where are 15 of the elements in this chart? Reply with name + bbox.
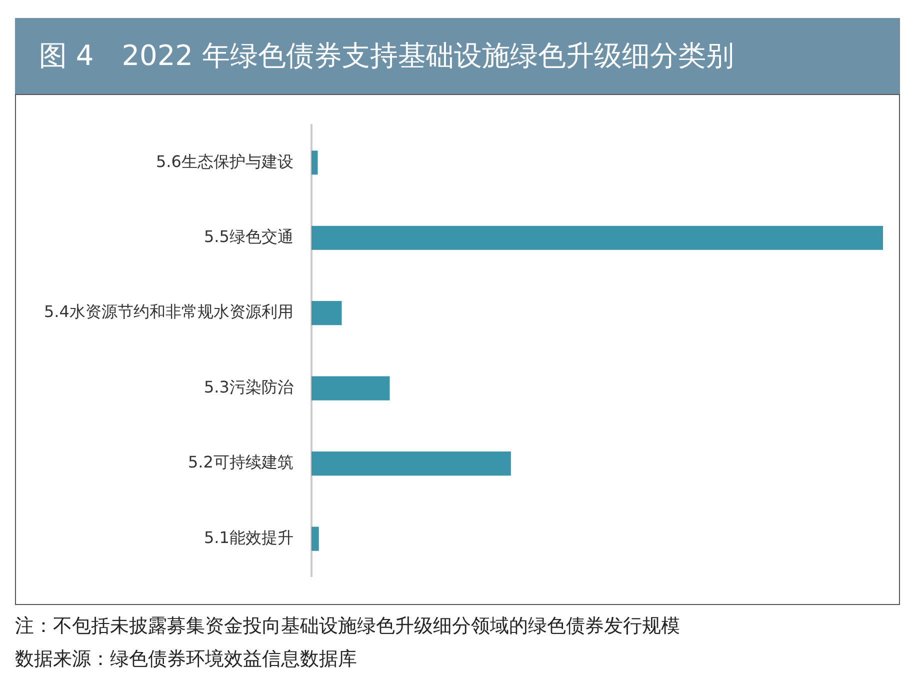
y-tick-label: 5.4水资源节约和非常规水资源利用 — [44, 302, 294, 322]
bar — [311, 376, 390, 400]
y-tick-label: 5.5绿色交通 — [204, 227, 294, 246]
text: 注：不包括未披露募集资金投向基础设施绿色升级细分领域的绿色债券发行规模 — [15, 614, 680, 639]
bar — [311, 226, 883, 250]
bar — [311, 526, 319, 551]
bar — [311, 301, 342, 326]
y-tick-label: 5.1能效提升 — [204, 528, 294, 547]
bar — [311, 150, 318, 175]
chart-title: 图 4 2022 年绿色债券支持基础设施绿色升级细分类别 — [15, 18, 900, 94]
bar — [311, 452, 511, 476]
source-note: 数据来源：绿色债券环境效益信息数据库 — [15, 647, 358, 672]
y-tick-label: 5.6生态保护与建设 — [156, 152, 294, 171]
y-tick-label: 5.3污染防治 — [204, 377, 294, 396]
y-tick-label: 5.2可持续建筑 — [188, 452, 294, 472]
